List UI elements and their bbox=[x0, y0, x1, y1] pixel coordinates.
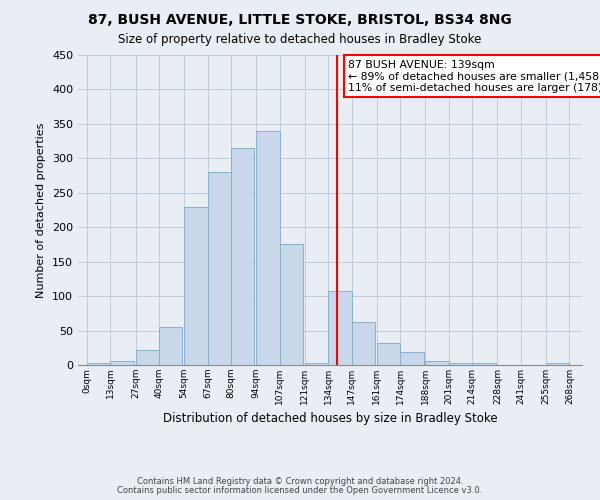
Bar bbox=[256, 131, 280, 365]
X-axis label: Distribution of detached houses by size in Bradley Stoke: Distribution of detached houses by size … bbox=[163, 412, 497, 426]
Bar bbox=[546, 363, 569, 365]
Bar bbox=[472, 363, 496, 365]
Bar bbox=[110, 361, 134, 365]
Bar bbox=[352, 322, 375, 365]
Bar bbox=[449, 363, 472, 365]
Bar bbox=[136, 350, 159, 365]
Y-axis label: Number of detached properties: Number of detached properties bbox=[37, 122, 46, 298]
Bar bbox=[425, 361, 449, 365]
Bar bbox=[208, 172, 231, 365]
Bar bbox=[159, 327, 182, 365]
Bar bbox=[87, 363, 110, 365]
Text: Size of property relative to detached houses in Bradley Stoke: Size of property relative to detached ho… bbox=[118, 34, 482, 46]
Text: Contains public sector information licensed under the Open Government Licence v3: Contains public sector information licen… bbox=[118, 486, 482, 495]
Bar bbox=[377, 343, 400, 365]
Text: Contains HM Land Registry data © Crown copyright and database right 2024.: Contains HM Land Registry data © Crown c… bbox=[137, 478, 463, 486]
Bar bbox=[231, 148, 254, 365]
Bar bbox=[328, 290, 352, 365]
Bar bbox=[184, 206, 208, 365]
Text: 87, BUSH AVENUE, LITTLE STOKE, BRISTOL, BS34 8NG: 87, BUSH AVENUE, LITTLE STOKE, BRISTOL, … bbox=[88, 12, 512, 26]
Bar bbox=[400, 352, 424, 365]
Bar bbox=[280, 244, 303, 365]
Bar bbox=[305, 363, 328, 365]
Text: 87 BUSH AVENUE: 139sqm
← 89% of detached houses are smaller (1,458)
11% of semi-: 87 BUSH AVENUE: 139sqm ← 89% of detached… bbox=[348, 60, 600, 93]
